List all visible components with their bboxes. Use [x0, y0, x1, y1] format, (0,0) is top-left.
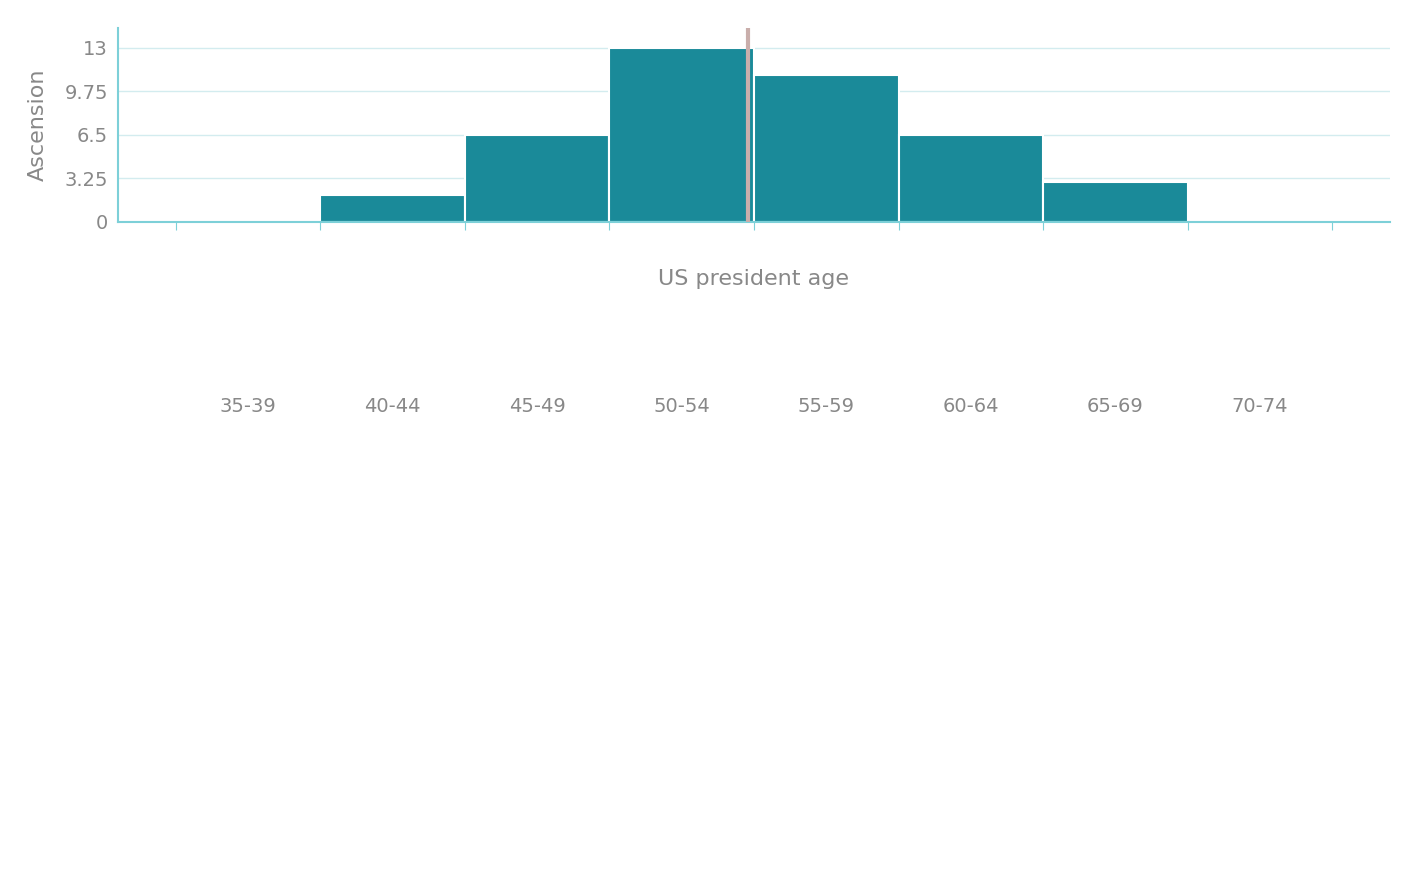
Text: 55-59: 55-59: [798, 396, 855, 416]
Text: 50-54: 50-54: [654, 396, 710, 416]
Bar: [610, 48, 754, 222]
Text: 60-64: 60-64: [943, 396, 1000, 416]
Text: 35-39: 35-39: [220, 396, 277, 416]
Bar: [1044, 182, 1188, 222]
Text: 40-44: 40-44: [364, 396, 421, 416]
X-axis label: US president age: US president age: [658, 270, 849, 289]
Bar: [465, 135, 610, 222]
Text: 65-69: 65-69: [1088, 396, 1144, 416]
Bar: [320, 195, 465, 222]
Bar: [754, 74, 899, 222]
Y-axis label: Ascension: Ascension: [28, 68, 48, 181]
Text: 45-49: 45-49: [509, 396, 566, 416]
Text: 70-74: 70-74: [1232, 396, 1289, 416]
Bar: [899, 135, 1044, 222]
